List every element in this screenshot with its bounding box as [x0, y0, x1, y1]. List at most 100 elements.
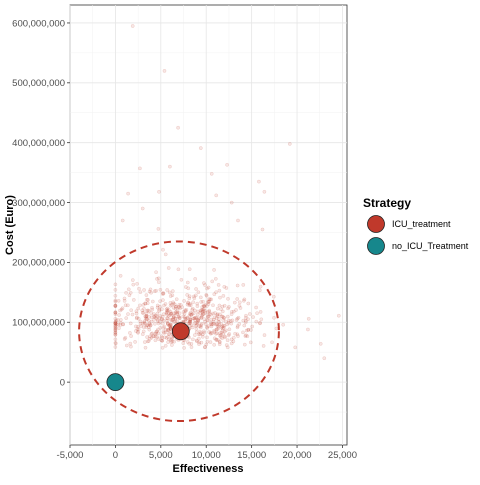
data-point: [216, 324, 221, 329]
data-point: [160, 307, 164, 312]
data-point: [162, 335, 167, 340]
data-point: [196, 290, 201, 295]
data-point: [168, 323, 172, 328]
data-point: [190, 307, 195, 312]
data-point: [187, 296, 192, 301]
data-point: [181, 314, 186, 319]
data-point: [122, 299, 127, 303]
data-point: [193, 293, 198, 298]
data-point: [249, 328, 253, 332]
data-point: [234, 318, 239, 322]
data-point: [171, 315, 176, 320]
data-point: [126, 312, 130, 316]
data-point: [206, 324, 211, 328]
data-point: [193, 277, 198, 281]
data-point: [113, 325, 118, 330]
data-point: [147, 327, 152, 332]
data-point: [211, 303, 215, 308]
data-point: [120, 218, 125, 223]
data-point: [192, 316, 197, 321]
x-tick-label: 25,000: [328, 450, 357, 461]
data-point: [213, 276, 218, 281]
data-point: [156, 276, 161, 281]
data-point: [163, 330, 168, 335]
data-point: [165, 306, 170, 311]
data-point: [156, 327, 160, 332]
data-point: [113, 310, 118, 315]
data-point: [138, 290, 143, 294]
data-point: [160, 317, 164, 321]
data-point: [154, 316, 158, 320]
data-point: [192, 296, 197, 301]
data-point: [225, 314, 230, 319]
data-point: [187, 321, 192, 326]
data-point: [209, 171, 214, 176]
y-tick-label: 600,000,000: [12, 18, 65, 29]
data-point: [160, 345, 165, 350]
data-point: [248, 340, 253, 345]
data-point: [150, 307, 155, 312]
data-point: [172, 339, 176, 344]
data-point: [174, 310, 178, 314]
data-point: [207, 312, 212, 316]
data-point: [197, 340, 201, 345]
data-point: [181, 310, 186, 314]
data-point: [113, 323, 118, 328]
legend-title: Strategy: [363, 196, 411, 210]
data-point: [164, 307, 169, 312]
data-point: [161, 312, 166, 317]
data-point: [113, 327, 118, 332]
legend-key-no-icu: [367, 237, 385, 255]
data-point: [190, 325, 195, 330]
data-point: [145, 339, 150, 344]
data-point: [162, 303, 166, 308]
x-tick-label: 5,000: [149, 450, 173, 461]
data-point: [194, 338, 199, 343]
data-point: [189, 312, 194, 317]
data-point: [209, 297, 214, 302]
data-point: [156, 337, 161, 341]
data-point: [199, 340, 204, 345]
data-point: [155, 311, 160, 316]
data-point: [200, 308, 205, 312]
data-point: [149, 311, 154, 315]
data-point: [271, 294, 276, 299]
data-point: [143, 314, 148, 319]
data-point: [136, 327, 141, 332]
data-point: [242, 342, 247, 347]
data-point: [152, 314, 157, 318]
data-point: [179, 303, 183, 307]
data-point: [205, 335, 209, 340]
legend-label-no-icu: no_ICU_Treatment: [392, 241, 469, 251]
data-point: [225, 322, 230, 327]
data-point: [158, 325, 163, 330]
data-point: [160, 314, 165, 319]
data-point: [220, 304, 225, 309]
data-point: [124, 316, 129, 320]
data-point: [206, 315, 210, 319]
data-point: [167, 332, 171, 337]
data-point: [153, 321, 157, 326]
data-point: [217, 333, 222, 338]
data-point: [203, 283, 207, 287]
data-point: [225, 345, 230, 350]
data-point: [206, 302, 211, 306]
data-point: [196, 318, 200, 323]
data-point: [131, 298, 136, 302]
data-point: [258, 284, 263, 289]
data-point: [222, 323, 227, 328]
data-point: [172, 302, 177, 307]
x-tick-label: 0: [113, 450, 118, 461]
data-point: [113, 316, 118, 321]
data-point: [255, 311, 259, 316]
data-point: [229, 200, 234, 205]
data-point: [197, 342, 201, 346]
data-point: [120, 306, 125, 311]
y-tick-label: 200,000,000: [12, 258, 65, 269]
data-point: [161, 326, 166, 330]
data-point: [202, 317, 207, 321]
data-point: [185, 315, 190, 320]
data-point: [143, 321, 147, 326]
